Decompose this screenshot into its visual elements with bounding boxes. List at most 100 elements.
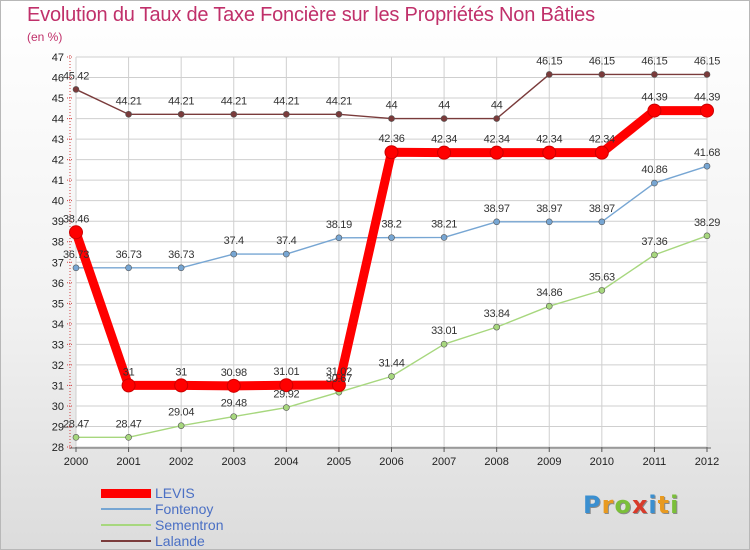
data-label-lalande: 44 <box>491 100 503 112</box>
data-point-lalande <box>545 71 553 78</box>
data-label-levis: 44.39 <box>694 92 720 104</box>
data-point-lalande <box>230 110 238 118</box>
data-label-sementron: 31.44 <box>378 357 404 369</box>
data-label-levis: 42.34 <box>431 134 457 146</box>
data-label-levis: 42.34 <box>536 134 562 146</box>
data-point-levis <box>69 225 83 240</box>
data-point-levis <box>279 378 294 393</box>
data-label-sementron: 28.47 <box>116 418 142 430</box>
data-label-levis: 31.01 <box>273 366 299 378</box>
data-label-sementron: 30.67 <box>326 373 352 385</box>
data-point-levis <box>174 378 189 393</box>
data-label-sementron: 28.47 <box>63 418 89 430</box>
data-label-lalande: 46.15 <box>589 55 615 67</box>
data-label-levis: 31 <box>123 366 135 378</box>
y-tick-label: 34 <box>52 319 64 331</box>
data-label-lalande: 46.15 <box>536 55 562 67</box>
data-point-sementron <box>545 302 553 310</box>
data-label-lalande: 44.21 <box>221 95 247 107</box>
data-point-fontenoy <box>72 264 80 272</box>
data-label-lalande: 44.21 <box>116 95 142 107</box>
data-point-sementron <box>72 434 80 441</box>
data-point-lalande <box>177 110 185 118</box>
data-label-fontenoy: 38.2 <box>381 219 401 231</box>
data-label-fontenoy: 37.4 <box>276 235 296 247</box>
y-tick-label: 33 <box>52 339 64 351</box>
data-point-levis <box>542 145 557 160</box>
data-point-sementron <box>283 404 290 411</box>
data-label-fontenoy: 38.97 <box>536 203 562 215</box>
data-point-fontenoy <box>651 179 658 187</box>
data-label-sementron: 38.29 <box>694 217 720 229</box>
data-label-levis: 42.34 <box>589 134 615 146</box>
legend-swatch <box>101 540 151 542</box>
x-tick-label: 2004 <box>274 456 298 468</box>
data-label-levis: 31 <box>175 366 187 378</box>
y-tick-label: 42 <box>52 155 64 167</box>
y-tick-label: 46 <box>52 73 64 85</box>
data-point-fontenoy <box>125 264 132 272</box>
data-label-fontenoy: 36.73 <box>116 249 142 261</box>
x-tick-label: 2008 <box>484 456 508 468</box>
x-tick-label: 2006 <box>379 456 403 468</box>
data-point-fontenoy <box>388 234 395 241</box>
data-point-levis <box>700 103 714 118</box>
logo-letter: t <box>657 491 671 519</box>
logo-letter: i <box>670 491 680 519</box>
data-point-lalande <box>493 115 500 122</box>
x-tick-label: 2000 <box>64 456 88 468</box>
y-tick-label: 31 <box>52 380 64 392</box>
series-layer <box>69 71 714 441</box>
data-label-fontenoy: 38.97 <box>484 203 510 215</box>
data-label-sementron: 35.63 <box>589 271 615 283</box>
data-label-lalande: 46.15 <box>641 55 667 67</box>
y-tick-label: 39 <box>52 216 64 228</box>
data-label-lalande: 44 <box>386 100 398 112</box>
chart-subtitle: (en %) <box>27 30 63 44</box>
data-point-fontenoy <box>545 218 553 226</box>
data-point-fontenoy <box>493 218 500 226</box>
logo-letter: i <box>648 491 658 519</box>
data-point-levis <box>121 378 136 393</box>
legend-label: LEVIS <box>155 485 195 501</box>
data-point-levis <box>489 145 504 160</box>
data-label-fontenoy: 40.86 <box>641 164 667 176</box>
x-tick-label: 2011 <box>643 456 667 468</box>
data-label-lalande: 44.21 <box>326 95 352 107</box>
data-point-levis <box>594 145 609 160</box>
data-label-lalande: 44.21 <box>168 95 194 107</box>
data-point-lalande <box>72 86 80 93</box>
y-tick-label: 47 <box>52 52 64 64</box>
data-point-sementron <box>493 323 500 331</box>
logo-letter: o <box>614 491 632 519</box>
y-tick-label: 28 <box>52 442 64 454</box>
y-tick-label: 36 <box>52 278 64 290</box>
x-tick-label: 2009 <box>537 456 561 468</box>
data-point-sementron <box>651 251 658 259</box>
data-label-fontenoy: 41.68 <box>694 147 720 159</box>
logo-letter: r <box>601 491 615 519</box>
data-label-layer: 38.46 31 31 30.98 31.01 31.02 42.36 42.34 42.34 4… <box>63 55 721 430</box>
data-label-sementron: 33.01 <box>431 325 457 337</box>
x-tick-label: 2007 <box>432 456 456 468</box>
data-point-sementron <box>125 434 132 441</box>
x-tick-label: 2012 <box>695 456 719 468</box>
data-point-sementron <box>598 287 606 294</box>
logo-letter: P <box>583 491 602 519</box>
data-point-levis <box>226 378 241 393</box>
data-label-fontenoy: 38.21 <box>431 218 457 230</box>
data-point-lalande <box>335 110 343 118</box>
y-tick-label: 41 <box>52 175 64 187</box>
data-point-lalande <box>388 115 395 122</box>
data-point-levis <box>647 103 662 118</box>
data-label-fontenoy: 38.19 <box>326 219 352 231</box>
y-tick-label: 45 <box>52 93 64 105</box>
x-tick-label: 2001 <box>116 456 140 468</box>
data-point-fontenoy <box>230 250 238 258</box>
axis-layer: 28 29 30 31 32 33 34 35 36 37 38 39 40 41 42 43 44 45 46 47… <box>52 52 719 468</box>
data-label-sementron: 37.36 <box>641 236 667 248</box>
data-label-levis: 30.98 <box>221 367 247 379</box>
data-label-sementron: 29.92 <box>273 389 299 401</box>
y-tick-label: 44 <box>52 114 64 126</box>
